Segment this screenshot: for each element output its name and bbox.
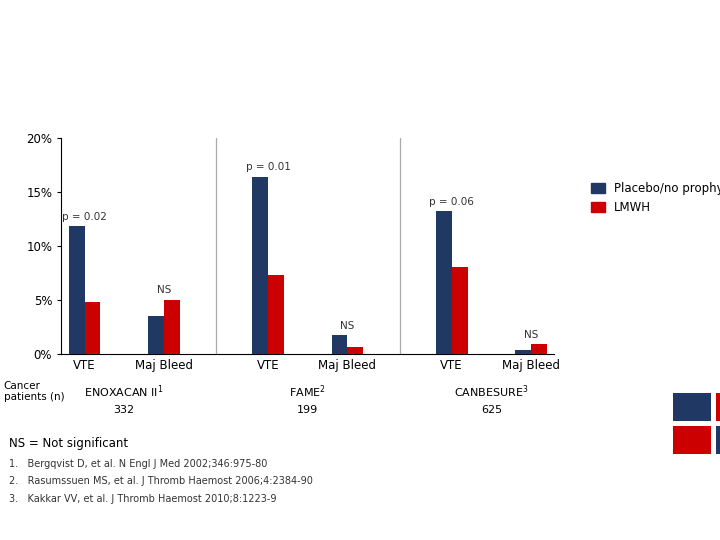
Bar xyxy=(268,275,284,354)
Text: 332: 332 xyxy=(114,405,135,415)
Text: NS: NS xyxy=(341,321,355,331)
Text: Cancer
patients (n): Cancer patients (n) xyxy=(4,381,64,402)
Bar xyxy=(84,302,100,354)
Bar xyxy=(436,211,451,354)
Text: ENOXACAN II$^{1}$: ENOXACAN II$^{1}$ xyxy=(84,383,164,400)
Bar xyxy=(164,300,180,354)
Bar xyxy=(252,177,268,354)
Text: p = 0.06: p = 0.06 xyxy=(429,197,474,207)
Text: 625: 625 xyxy=(481,405,502,415)
Bar xyxy=(516,350,531,354)
Text: p = 0.02: p = 0.02 xyxy=(62,212,107,222)
Text: 2.   Rasumssuen MS, et al. J Thromb Haemost 2006;4:2384-90: 2. Rasumssuen MS, et al. J Thromb Haemos… xyxy=(9,476,312,487)
Bar xyxy=(531,344,547,354)
Text: FAME$^{2}$: FAME$^{2}$ xyxy=(289,383,326,400)
Text: NS: NS xyxy=(157,285,171,295)
Text: NS: NS xyxy=(524,329,539,340)
Text: 3.   Kakkar VV, et al. J Thromb Haemost 2010;8:1223-9: 3. Kakkar VV, et al. J Thromb Haemost 20… xyxy=(9,494,276,504)
Bar xyxy=(332,335,348,354)
Bar xyxy=(68,226,84,354)
Bar xyxy=(451,267,467,354)
Text: NS = Not significant: NS = Not significant xyxy=(9,437,127,450)
Bar xyxy=(148,316,164,354)
Text: 199: 199 xyxy=(297,405,318,415)
Legend: Placebo/no prophylaxis, LMWH: Placebo/no prophylaxis, LMWH xyxy=(586,178,720,219)
Text: CANBESURE$^{3}$: CANBESURE$^{3}$ xyxy=(454,383,528,400)
Text: Extended Prophylaxis with Low-Molecular Weight
Heparins Post Abdominal & Pelvic : Extended Prophylaxis with Low-Molecular … xyxy=(16,23,553,93)
Bar xyxy=(348,347,364,354)
Text: 1.   Bergqvist D, et al. N Engl J Med 2002;346:975-80: 1. Bergqvist D, et al. N Engl J Med 2002… xyxy=(9,459,267,469)
Text: p = 0.01: p = 0.01 xyxy=(246,162,291,172)
